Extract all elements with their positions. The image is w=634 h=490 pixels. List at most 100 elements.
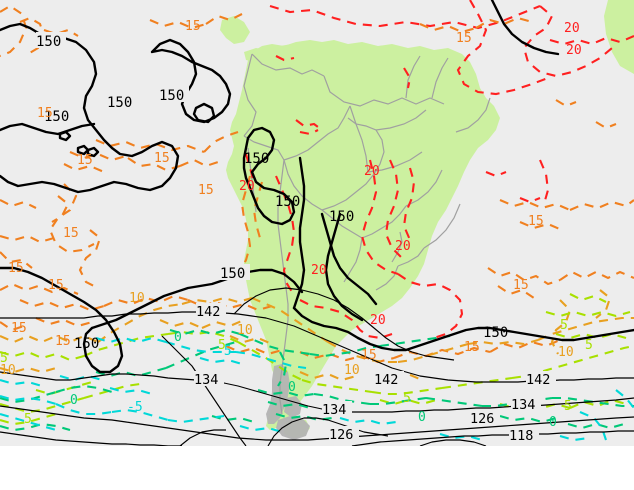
label-bg: [526, 371, 556, 386]
isotherm-10-main-6: [397, 342, 469, 364]
isotherm-15-n-2: [69, 151, 127, 162]
isotherm-15-s-andes: [239, 175, 252, 273]
isotherm-20-north-atlantic-b: [522, 5, 613, 78]
height-label: 134: [194, 372, 218, 388]
isotherm-15-ne-2: [205, 13, 243, 25]
isotherm-m5-e-1: [439, 432, 483, 442]
contour-142: [0, 311, 634, 383]
isotherm-label: -5: [127, 400, 143, 415]
contour-150-andes-east: [320, 212, 378, 306]
height-label: 134: [322, 402, 346, 418]
isotherm-15-nw-arc: [48, 183, 95, 254]
border-ecuador-peru: [243, 135, 285, 161]
map-canvas[interactable]: 150 150 150 150 150 150 150 150 150 150 …: [0, 0, 634, 446]
border-colombia-venezuela: [251, 53, 325, 77]
isotherm-label: 10: [344, 363, 360, 378]
isotherm-5-sw-1: [0, 396, 85, 414]
height-label: 134: [511, 397, 535, 413]
contour-150-nw-inner: [0, 122, 96, 136]
isotherm-0-sw-1: [0, 390, 57, 404]
south-america-landmass: [226, 40, 500, 430]
isotherm-label: 20: [564, 21, 580, 36]
isotherm-label: 15: [456, 31, 472, 46]
isotherm-0-sw-3: [0, 422, 71, 432]
isotherm-10-main-3: [181, 296, 253, 306]
isotherm-15-sw-4: [35, 317, 93, 328]
height-label: 142: [374, 372, 398, 388]
contour-extra-sw: [179, 429, 226, 446]
isotherm-5-main-3: [167, 330, 239, 343]
height-label: 142: [526, 372, 550, 388]
contour-150-e-1: [490, 0, 560, 56]
contour-150-dot-b: [76, 144, 90, 156]
isotherm-15-e-3: [519, 221, 563, 231]
isotherm-15-e-1: [499, 199, 571, 211]
isotherm-label: 0: [288, 380, 296, 395]
isotherm-m5-e-3: [615, 389, 634, 409]
isotherm-10-main-7: [467, 338, 539, 346]
label-bg: [107, 93, 137, 109]
border-brazil-internal-1: [349, 105, 369, 173]
border-brazil-internal-4: [375, 109, 427, 131]
isotherm-label: 10: [129, 291, 145, 306]
contour-150-andes-join: [292, 306, 360, 340]
africa-sliver-landmass: [604, 0, 634, 74]
isotherm-label: 10: [237, 323, 253, 338]
isotherm-0-main-2: [165, 340, 237, 369]
isotherm-20-tiny-1: [485, 171, 507, 178]
isotherm-m5-main-2: [165, 340, 236, 354]
height-label: 126: [329, 427, 353, 443]
isotherm-20-s-brazil-coast: [397, 273, 464, 339]
isotherm-label: 0: [418, 410, 426, 425]
border-paraguay-argentina: [343, 237, 363, 283]
isotherm-label: 0: [174, 330, 182, 345]
isotherm-15-e-5: [559, 270, 634, 281]
isotherm-label: 15: [361, 348, 377, 363]
isotherm-0-belt-4: [379, 334, 451, 348]
isotherm-15-w-1: [51, 195, 70, 223]
height-label: 142: [196, 304, 220, 320]
height-label: 150: [159, 88, 184, 104]
isotherm-15-ne-4: [475, 16, 533, 29]
isotherm-5-sw-3: [0, 412, 57, 426]
border-peru-brazil: [283, 105, 351, 161]
isotherm-5-arg-2: [371, 386, 443, 396]
height-label: 150: [107, 95, 132, 111]
coastline-detail-ne-brazil: [455, 97, 491, 133]
border-peru-bolivia: [283, 159, 323, 211]
isotherm-15-n-1: [95, 139, 205, 153]
border-colombia-ecuador: [243, 53, 257, 137]
contour-118-e: [351, 430, 634, 446]
isotherm-5-e-3: [569, 293, 607, 303]
contour-extra-se: [419, 439, 487, 446]
isotherm-10-sa-1: [229, 335, 273, 345]
landmass-layer: [220, 0, 634, 438]
isotherm-0-belt-2: [239, 333, 311, 356]
terrain-patagonia: [284, 396, 302, 418]
isotherm-labels: 20 20 20 20 20 20 20 15 15 15 15 15 15 1…: [0, 19, 593, 430]
isotherm-20-layer: [244, 0, 634, 340]
height-label: 150: [44, 109, 69, 125]
label-bg: [159, 86, 189, 102]
isotherm-label: 5: [560, 318, 568, 333]
isotherm-20-amazon-b: [299, 129, 319, 136]
isotherm-15-n-6: [203, 131, 239, 153]
isotherm-label: 5: [218, 338, 226, 353]
isotherm-label: 15: [464, 340, 480, 355]
isotherm-15-small-a: [555, 99, 577, 108]
isotherm-20-argentina: [299, 299, 393, 340]
isotherm-label: 0: [70, 393, 78, 408]
isotherm-m5-sw-5: [0, 378, 43, 388]
label-bg: [329, 426, 359, 441]
isotherm-10-main-5: [327, 341, 398, 364]
height-label: 150: [329, 209, 354, 225]
isotherm-10-sa-2: [299, 371, 357, 382]
contour-150-andes-west: [292, 156, 306, 310]
border-argentina-brazil: [391, 231, 403, 263]
isotherm-10-main-8: [537, 316, 634, 341]
isotherm-5-e-1: [545, 310, 631, 318]
border-argentina-uruguay: [375, 265, 399, 291]
contour-150-peru-cluster: [242, 126, 296, 226]
height-label: 150: [244, 151, 269, 167]
